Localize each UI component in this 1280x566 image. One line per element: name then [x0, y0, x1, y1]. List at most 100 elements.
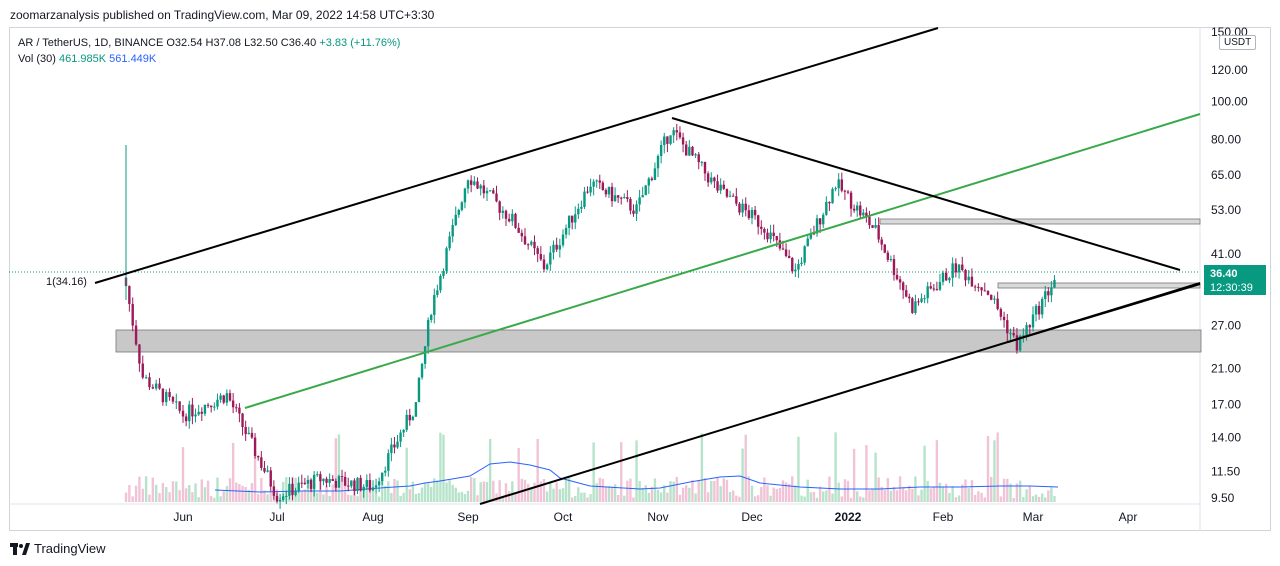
- x-tick-label: Jul: [269, 510, 284, 524]
- volume-bar: [168, 492, 171, 502]
- candle-body: [359, 477, 362, 491]
- candle-body: [306, 479, 310, 484]
- candle-body: [188, 404, 191, 422]
- volume-bar: [206, 480, 210, 502]
- candle-body: [260, 457, 263, 468]
- candle-body: [598, 180, 601, 183]
- volume-bar: [343, 484, 347, 502]
- volume-bar: [325, 485, 328, 502]
- volume-bar: [334, 438, 338, 502]
- volume-bar: [703, 477, 707, 502]
- candle-body: [387, 453, 390, 471]
- candle-body: [402, 429, 405, 433]
- candle-body: [747, 210, 751, 219]
- candle-body: [294, 490, 297, 496]
- volume-bar: [1018, 480, 1022, 502]
- volume-bar: [1012, 497, 1015, 502]
- volume-bar: [350, 495, 353, 502]
- volume-bar: [601, 478, 605, 502]
- tradingview-footer[interactable]: TradingView: [10, 541, 106, 556]
- volume-bar: [911, 488, 914, 502]
- volume-bar: [417, 493, 421, 502]
- candle-body: [595, 180, 598, 182]
- candle-body: [957, 264, 961, 273]
- candle-body: [228, 393, 232, 401]
- volume-bar: [570, 497, 574, 502]
- volume-bar: [384, 485, 387, 502]
- volume-bar: [747, 476, 751, 502]
- candle-body: [710, 177, 713, 183]
- volume-bar: [901, 487, 905, 502]
- candle-body: [889, 259, 893, 261]
- volume-bar: [635, 440, 638, 502]
- candle-body: [445, 248, 448, 272]
- candle-body: [883, 244, 886, 253]
- ascending-support-line: [1007, 283, 1201, 343]
- candle-body: [951, 263, 954, 278]
- candle-body: [722, 184, 725, 189]
- candle-body: [454, 214, 457, 226]
- candle-body: [191, 404, 194, 417]
- volume-bar: [834, 432, 837, 502]
- y-tick-label: 41.00: [1211, 247, 1241, 261]
- volume-bar: [700, 433, 704, 502]
- volume-bar: [595, 483, 598, 502]
- x-tick-label: Mar: [1023, 510, 1044, 524]
- candle-body: [247, 432, 250, 435]
- candle-body: [433, 295, 436, 315]
- volume-bar: [694, 493, 697, 502]
- volume-bar: [954, 497, 958, 502]
- y-tick-label: 14.00: [1211, 431, 1241, 445]
- volume-bar: [986, 435, 990, 502]
- candle-body: [926, 286, 929, 299]
- candle-body: [377, 481, 381, 486]
- candle-body: [570, 215, 574, 223]
- candle-body: [384, 470, 387, 473]
- chart-frame[interactable]: [9, 27, 1271, 531]
- candle-body: [353, 480, 356, 492]
- volume-bar: [744, 434, 747, 502]
- candle-body: [691, 146, 694, 156]
- volume-bar: [999, 496, 1003, 502]
- candle-body: [225, 393, 229, 403]
- y-tick-label: 120.00: [1211, 63, 1248, 77]
- candle-body: [297, 482, 300, 491]
- volume-bar: [1031, 496, 1035, 502]
- volume-bar: [650, 486, 654, 502]
- volume-bar: [803, 496, 806, 502]
- volume-bar: [514, 494, 517, 502]
- candle-body: [908, 296, 911, 299]
- volume-bar: [433, 478, 436, 502]
- candle-body: [1050, 287, 1053, 296]
- candle-body: [862, 212, 865, 216]
- currency-unit-button[interactable]: USDT: [1219, 35, 1257, 50]
- volume-bar: [716, 478, 719, 502]
- level-label: 1(34.16): [46, 276, 87, 288]
- candle-body: [197, 411, 200, 415]
- volume-bar: [454, 487, 457, 502]
- volume-bar: [883, 489, 886, 502]
- volume-bar: [485, 482, 489, 502]
- volume-bar: [564, 477, 568, 502]
- candle-body: [623, 197, 626, 199]
- publisher-header: zoomarzanalysis published on TradingView…: [10, 8, 435, 22]
- candle-body: [831, 188, 834, 204]
- candle-body: [616, 195, 620, 198]
- candle-body: [678, 132, 682, 138]
- volume-bar: [430, 486, 433, 502]
- volume-bar: [473, 477, 476, 502]
- volume-bar: [533, 482, 536, 502]
- volume-bar: [476, 495, 479, 502]
- volume-bar: [874, 452, 877, 502]
- candle-body: [753, 209, 757, 216]
- candle-body: [396, 441, 399, 448]
- volume-bar: [632, 497, 635, 502]
- y-tick-label: 80.00: [1211, 133, 1241, 147]
- volume-bar: [436, 480, 439, 502]
- volume-bar: [967, 488, 970, 502]
- candle-body: [564, 227, 568, 235]
- volume-bar: [580, 492, 583, 502]
- candle-body: [244, 427, 247, 435]
- candle-body: [356, 477, 359, 492]
